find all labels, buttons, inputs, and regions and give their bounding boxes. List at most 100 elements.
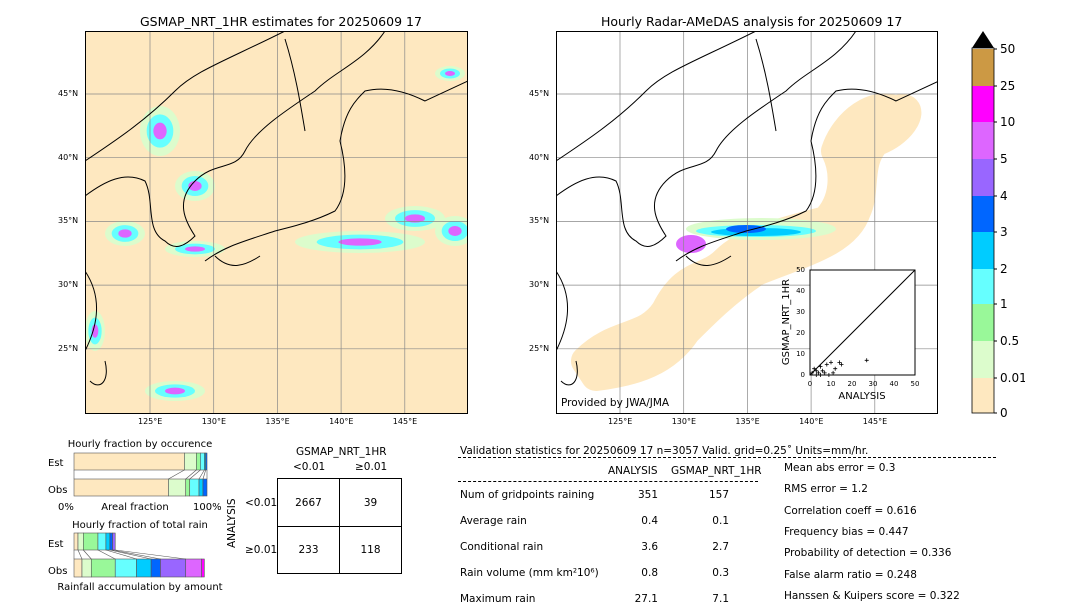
lat-tick: 30°N (529, 280, 550, 290)
stats-row-gsmap: 2.7 (712, 541, 729, 553)
coastline (89, 360, 107, 386)
bar-segment (196, 452, 201, 471)
coastline (755, 38, 777, 132)
connector (202, 469, 206, 480)
lon-tick: 140°E (329, 417, 354, 426)
row-label-est: Est (48, 458, 64, 469)
scatter-ytick: 30 (796, 308, 805, 316)
stats-row-analysis: 0.4 (641, 515, 658, 527)
scatter-point (816, 370, 821, 375)
rain-area (165, 387, 185, 395)
colorbar-frame (971, 47, 995, 414)
stats-row-label: Conditional rain (460, 541, 544, 553)
bar-segment (184, 452, 197, 471)
scatter-xlabel: ANALYSIS (838, 391, 885, 402)
scatter-point (818, 364, 823, 369)
colorbar-label: 0 (1000, 406, 1008, 420)
stats-col-analysis: ANALYSIS (608, 465, 658, 477)
bar-segment (97, 532, 107, 551)
colorbar-segment (972, 49, 994, 86)
lat-tick: 25°N (58, 343, 79, 353)
stats-row-gsmap: 157 (708, 489, 729, 501)
lat-tick: 35°N (58, 216, 79, 226)
stats-row-label: Average rain (460, 515, 527, 527)
lon-tick: 145°E (862, 417, 888, 426)
coastline (556, 31, 757, 162)
total-rain-title: Hourly fraction of total rain (72, 520, 208, 531)
coastline (204, 80, 468, 262)
cell: 118 (360, 544, 381, 556)
lon-tick: 135°E (265, 417, 290, 426)
connector (168, 469, 185, 480)
scatter-point (810, 370, 815, 375)
contingency-col-2: ≥0.01 (355, 461, 388, 473)
rain-area (188, 181, 202, 191)
cell: 39 (363, 497, 378, 509)
stats-row-gsmap: 0.3 (712, 567, 729, 579)
bar-segment (200, 452, 205, 471)
bar-segment (81, 558, 92, 578)
stats-row-analysis: 351 (637, 489, 658, 501)
connector (189, 469, 201, 480)
scatter-point (829, 360, 833, 365)
colorbar-label: 5 (1000, 152, 1008, 166)
bar-segment (112, 532, 116, 551)
colorbar-label: 1 (1000, 297, 1008, 311)
lat-tick: 30°N (58, 280, 79, 290)
connector (198, 469, 205, 480)
lon-tick: 140°E (799, 417, 824, 426)
stats-row-analysis: 0.8 (641, 567, 658, 579)
lat-tick: 40°N (58, 152, 79, 162)
bar-segment (202, 478, 208, 497)
colorbar-segment (972, 378, 994, 413)
colorbar-segment (972, 86, 994, 122)
coastline (556, 270, 569, 352)
row-label-obs: Obs (48, 485, 67, 496)
connector (105, 549, 137, 560)
lon-tick: 125°E (608, 417, 633, 426)
contingency-title: GSMAP_NRT_1HR (296, 446, 387, 458)
right-map (556, 31, 938, 414)
colorbar-segment (972, 269, 994, 304)
colorbar-label: 0.01 (1000, 371, 1025, 385)
colorbar: 0 0.01 0.5 1 2 3 4 5 10 25 50 (971, 31, 1025, 420)
left-map (85, 31, 468, 414)
right-map-title: Hourly Radar-AMeDAS analysis for 2025060… (601, 14, 903, 29)
cell: 2667 (295, 497, 322, 509)
colorbar-label: 10 (1000, 115, 1015, 129)
row-label-obs: Obs (48, 566, 67, 577)
coastline (556, 31, 857, 247)
scatter-xtick: 40 (890, 380, 899, 388)
lat-tick: 45°N (58, 89, 79, 98)
bar-segment (160, 558, 187, 578)
scatter-xtick: 20 (848, 380, 857, 388)
scatter-point (824, 362, 829, 367)
scatter-ytick: 10 (796, 350, 805, 358)
bar-segment (205, 452, 208, 471)
colorbar-label: 2 (1000, 262, 1008, 276)
connector (97, 549, 116, 560)
total-rain-xlabel: Rainfall accumulation by amount (57, 582, 222, 593)
scatter-xtick: 10 (827, 380, 836, 388)
coastline (675, 80, 938, 262)
credit-text: Provided by JWA/JMA (561, 397, 670, 409)
score-line: Mean abs error = 0.3 (784, 462, 896, 474)
colorbar-segment (972, 159, 994, 196)
colorbar-segment (972, 232, 994, 269)
left-map-title: GSMAP_NRT_1HR estimates for 20250609 17 (140, 14, 422, 29)
colorbar-label: 0.5 (1000, 334, 1019, 348)
scatter-inset: 00 10 10 20 20 30 30 40 40 50 50 ANALYSIS GSMAP_NRT_… (781, 266, 919, 402)
rain-area (445, 71, 455, 76)
scatter-ytick: 40 (796, 287, 805, 295)
coastline (560, 360, 578, 386)
colorbar-label: 25 (1000, 79, 1015, 93)
rain-area (338, 238, 382, 246)
scatter-point (831, 370, 836, 375)
scatter-point (833, 366, 838, 371)
colorbar-label: 50 (1000, 42, 1015, 56)
bar-segment (73, 452, 185, 471)
contingency-ylabel: ANALYSIS (226, 498, 238, 548)
connector (109, 549, 152, 560)
map-frame (556, 31, 938, 414)
